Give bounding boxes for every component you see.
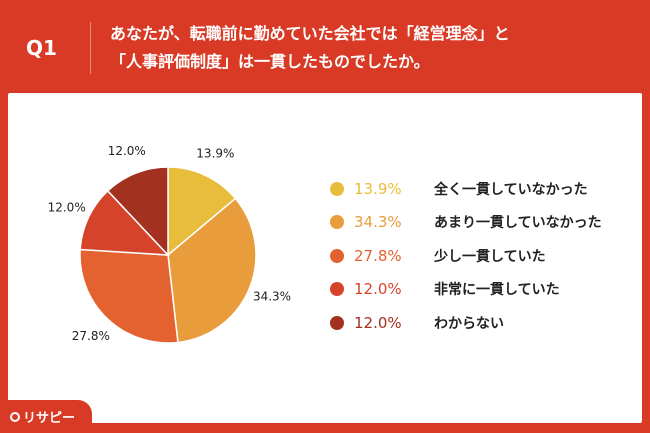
legend-label: 全く一貫していなかった [434,181,588,198]
logo-text: リサピー [23,411,76,426]
legend-percent: 34.3% [354,213,402,232]
slice-data-label: 12.0% [48,200,86,214]
legend-item: 34.3% あまり一貫していなかった [330,206,602,240]
title-line-2: 「人事評価制度」は一貫したものでしたか。 [110,52,430,71]
legend: 13.9% 全く一貫していなかった 34.3% あまり一貫していなかった 27.8% 少し… [330,172,602,340]
question-title: あなたが、転職前に勤めていた会社では「経営理念」と 「人事評価制度」は一貫したも… [110,20,510,76]
legend-item: 12.0% わからない [330,306,602,340]
slice-data-label: 27.8% [72,329,110,343]
legend-percent: 27.8% [354,246,402,265]
legend-label: あまり一貫していなかった [434,215,602,232]
pie-slice [79,248,179,344]
legend-dot-icon [330,282,344,297]
pie-slice [167,166,237,257]
legend-label: わからない [434,315,504,332]
legend-item: 27.8% 少し一貫していた [330,239,602,273]
legend-dot-icon [330,248,344,263]
legend-label: 少し一貫していた [434,248,546,265]
header-divider [90,22,91,74]
brand-logo: リサピー [10,407,75,426]
pie-slice [167,197,257,344]
legend-percent: 12.0% [354,280,402,299]
slice-data-label: 13.9% [196,147,234,161]
legend-dot-icon [330,181,344,196]
legend-label: 非常に一貫していた [434,282,560,299]
legend-dot-icon [330,315,344,330]
legend-percent: 13.9% [354,179,402,198]
pie-slice [106,166,169,257]
pin-icon [10,411,20,422]
legend-percent: 12.0% [354,313,402,332]
question-number: Q1 [26,36,57,60]
legend-dot-icon [330,215,344,230]
pie-slice [79,189,170,256]
slice-data-label: 12.0% [108,144,146,158]
legend-item: 12.0% 非常に一貫していた [330,273,602,307]
title-line-1: あなたが、転職前に勤めていた会社では「経営理念」と [110,24,510,43]
slice-data-label: 34.3% [253,290,291,304]
legend-item: 13.9% 全く一貫していなかった [330,172,602,206]
